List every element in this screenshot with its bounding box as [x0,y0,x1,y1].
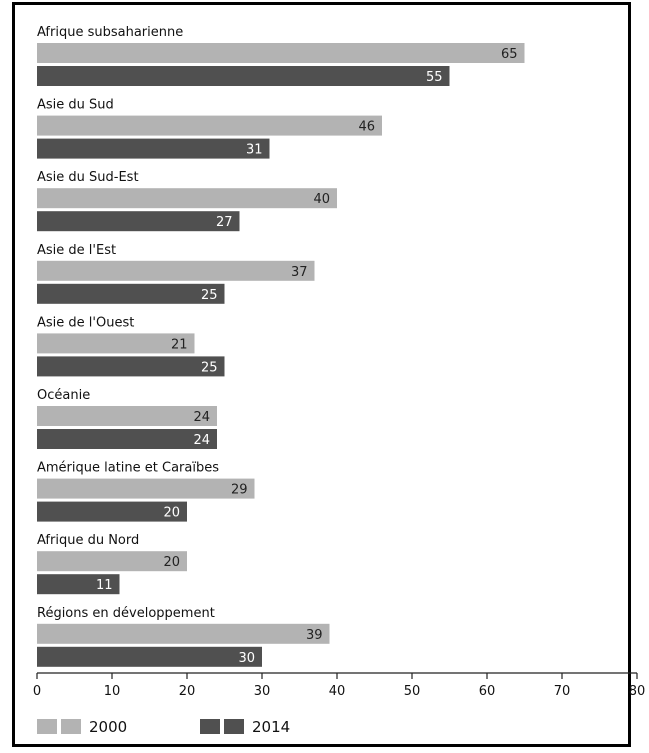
data-label: 39 [306,628,323,643]
category-label: Afrique subsaharienne [37,25,183,40]
x-tick-label: 70 [554,684,571,699]
bar-2000 [37,406,217,426]
bar-2000 [37,333,195,354]
bar-2000 [37,478,255,499]
x-tick-label: 0 [33,684,41,699]
data-label: 65 [501,47,518,62]
x-tick-label: 40 [329,684,346,699]
legend-swatch-2014 [200,719,220,734]
bar-2000 [37,115,382,136]
category-label: Régions en développement [37,606,215,621]
data-label: 20 [163,555,180,570]
data-label: 37 [291,265,308,280]
legend-swatch-2000 [61,719,81,734]
bar-2014 [37,138,270,159]
data-label: 46 [358,120,375,135]
x-tick-label: 60 [479,684,496,699]
data-label: 27 [216,215,233,230]
category-label: Asie du Sud-Est [37,170,139,185]
bar-2000 [37,623,330,644]
data-label: 40 [313,192,330,207]
category-label: Afrique du Nord [37,533,139,548]
data-label: 55 [426,70,443,85]
bar-2014 [37,429,217,449]
bar-2014 [37,356,225,377]
bar-2014 [37,501,187,522]
data-label: 24 [193,410,210,425]
bar-2000 [37,260,315,281]
bar-2014 [37,574,120,595]
data-label: 11 [96,578,113,593]
data-label: 31 [246,143,263,158]
category-label: Asie du Sud [37,98,114,113]
bar-2000 [37,43,525,63]
x-tick-label: 10 [104,684,121,699]
legend-swatch-2014 [224,719,244,734]
data-label: 30 [238,651,255,666]
data-label: 25 [201,360,218,375]
bar-2014 [37,66,450,86]
category-label: Asie de l'Ouest [37,315,134,330]
category-label: Océanie [37,388,90,403]
x-tick-label: 20 [179,684,196,699]
bar-2000 [37,551,187,572]
x-tick-label: 30 [254,684,271,699]
x-tick-label: 80 [629,684,646,699]
category-label: Asie de l'Est [37,243,116,258]
legend-label-2000: 2000 [89,718,127,736]
data-label: 29 [231,483,248,498]
bar-2014 [37,211,240,232]
data-label: 20 [163,506,180,521]
legend-label-2014: 2014 [252,718,290,736]
legend-swatch-2000 [37,719,57,734]
data-label: 24 [193,433,210,448]
bar-2000 [37,188,337,209]
bar-2014 [37,283,225,304]
x-tick-label: 50 [404,684,421,699]
category-label: Amérique latine et Caraïbes [37,461,219,476]
bar-2014 [37,646,262,667]
data-label: 21 [171,337,188,352]
data-label: 25 [201,288,218,303]
